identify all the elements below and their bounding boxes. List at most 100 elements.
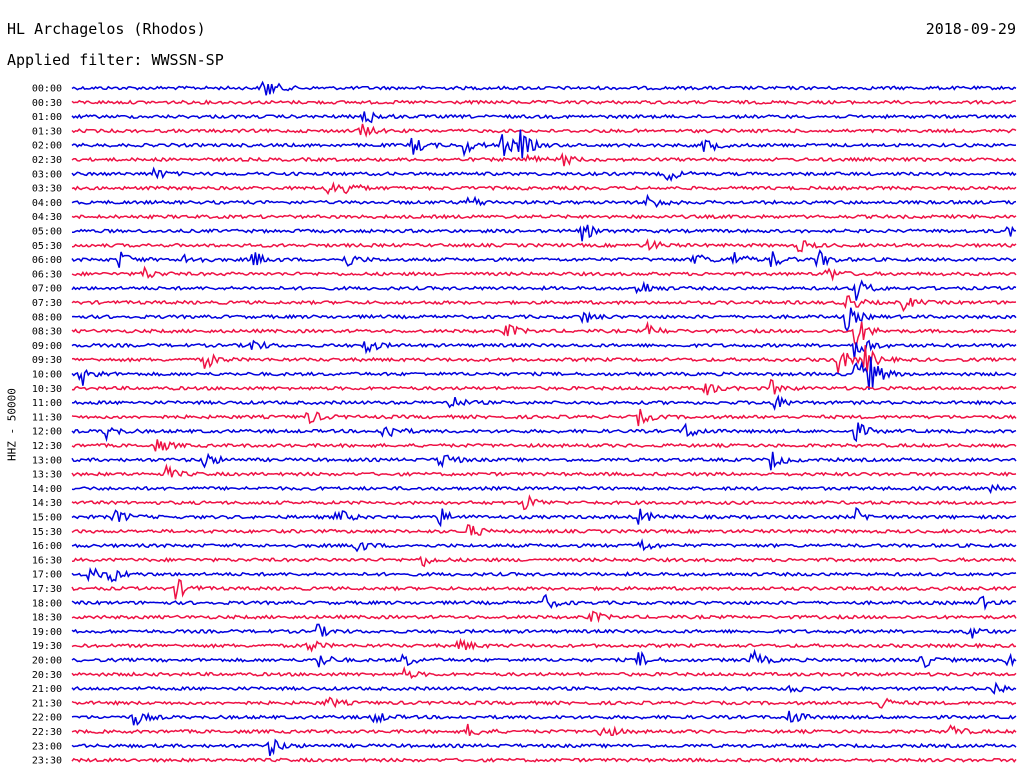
trace-row [71, 279, 1017, 301]
trace-row [71, 494, 1017, 511]
trace-row [71, 723, 1017, 737]
row-time-label: 20:30 [32, 670, 62, 681]
trace-row [71, 506, 1017, 528]
row-time-label: 12:00 [32, 427, 62, 438]
trace-row [71, 483, 1017, 495]
row-time-label: 10:30 [32, 384, 62, 395]
row-time-label: 04:30 [32, 212, 62, 223]
row-time-label: 13:30 [32, 470, 62, 481]
row-time-label: 17:30 [32, 584, 62, 595]
trace-row [71, 555, 1017, 568]
row-time-label: 05:00 [32, 227, 62, 238]
trace-row [71, 339, 1017, 360]
trace-row [71, 578, 1017, 600]
trace-row [71, 648, 1017, 669]
trace-row [71, 665, 1017, 680]
record-date: 2018-09-29 [925, 20, 1016, 38]
row-time-label: 23:00 [32, 741, 62, 752]
trace-row [71, 757, 1017, 763]
row-time-label: 20:00 [32, 656, 62, 667]
trace-row [71, 80, 1017, 96]
trace-row [71, 394, 1017, 412]
row-time-label: 02:00 [32, 141, 62, 152]
trace-row [71, 710, 1017, 726]
row-time-label: 12:30 [32, 441, 62, 452]
row-time-label: 06:30 [32, 269, 62, 280]
row-time-label: 00:30 [32, 98, 62, 109]
row-time-label: 11:00 [32, 398, 62, 409]
trace-row [71, 238, 1017, 253]
row-time-label: 03:30 [32, 184, 62, 195]
row-time-label: 18:30 [32, 613, 62, 624]
row-time-label: 15:30 [32, 527, 62, 538]
trace-row [71, 593, 1017, 611]
trace-row [71, 623, 1017, 639]
trace-row [71, 123, 1017, 138]
row-time-label: 13:00 [32, 455, 62, 466]
row-time-label: 22:00 [32, 713, 62, 724]
trace-row [71, 524, 1017, 536]
trace-row [71, 193, 1017, 208]
row-time-label: 01:00 [32, 112, 62, 123]
trace-row [71, 681, 1017, 695]
trace-row [71, 439, 1017, 452]
row-time-label: 02:30 [32, 155, 62, 166]
trace-row [71, 111, 1017, 124]
trace-row [71, 129, 1017, 159]
row-time-label: 11:30 [32, 412, 62, 423]
trace-row [71, 213, 1017, 220]
row-time-label: 14:30 [32, 498, 62, 509]
trace-row [71, 345, 1017, 374]
trace-row [71, 738, 1017, 757]
row-time-label: 08:30 [32, 327, 62, 338]
row-time-label: 07:30 [32, 298, 62, 309]
trace-row [71, 249, 1016, 269]
trace-row [71, 610, 1017, 624]
trace-row [72, 224, 1017, 242]
trace-row [71, 151, 1017, 167]
trace-row [71, 637, 1017, 653]
trace-row [71, 181, 1017, 196]
trace-row [71, 265, 1017, 282]
row-time-label: 07:00 [32, 284, 62, 295]
trace-row [71, 356, 1017, 390]
row-time-label: 22:30 [32, 727, 62, 738]
trace-row [71, 696, 1017, 709]
row-time-label: 19:30 [32, 641, 62, 652]
row-time-label: 16:00 [32, 541, 62, 552]
row-time-label: 05:30 [32, 241, 62, 252]
row-time-label: 04:00 [32, 198, 62, 209]
row-time-label: 10:00 [32, 370, 62, 381]
trace-row [71, 422, 1017, 443]
row-time-label: 14:00 [32, 484, 62, 495]
row-time-label: 21:00 [32, 684, 62, 695]
trace-row [71, 378, 1017, 396]
filter-label: Applied filter: WWSSN-SP [7, 51, 224, 69]
trace-row [71, 166, 1017, 183]
row-time-label: 00:00 [32, 84, 62, 95]
trace-row [71, 451, 1017, 471]
trace-row [71, 463, 1017, 478]
trace-row [71, 99, 1016, 106]
trace-row [71, 320, 1017, 349]
row-time-label: 06:00 [32, 255, 62, 266]
trace-row [71, 295, 1017, 313]
trace-row [71, 538, 1017, 553]
row-time-label: 09:00 [32, 341, 62, 352]
row-time-label: 23:30 [32, 756, 62, 767]
row-time-label: 17:00 [32, 570, 62, 581]
station-title: HL Archagelos (Rhodos) [7, 20, 206, 38]
row-time-label: 19:00 [32, 627, 62, 638]
row-time-label: 01:30 [32, 126, 62, 137]
row-time-label: 15:00 [32, 513, 62, 524]
trace-row [71, 408, 1017, 427]
trace-row [71, 307, 1017, 333]
row-time-label: 08:00 [32, 312, 62, 323]
row-time-label: 16:30 [32, 555, 62, 566]
row-time-label: 21:30 [32, 698, 62, 709]
row-time-label: 03:00 [32, 169, 62, 180]
row-time-label: 09:30 [32, 355, 62, 366]
row-time-label: 18:00 [32, 598, 62, 609]
trace-row [71, 566, 1017, 583]
